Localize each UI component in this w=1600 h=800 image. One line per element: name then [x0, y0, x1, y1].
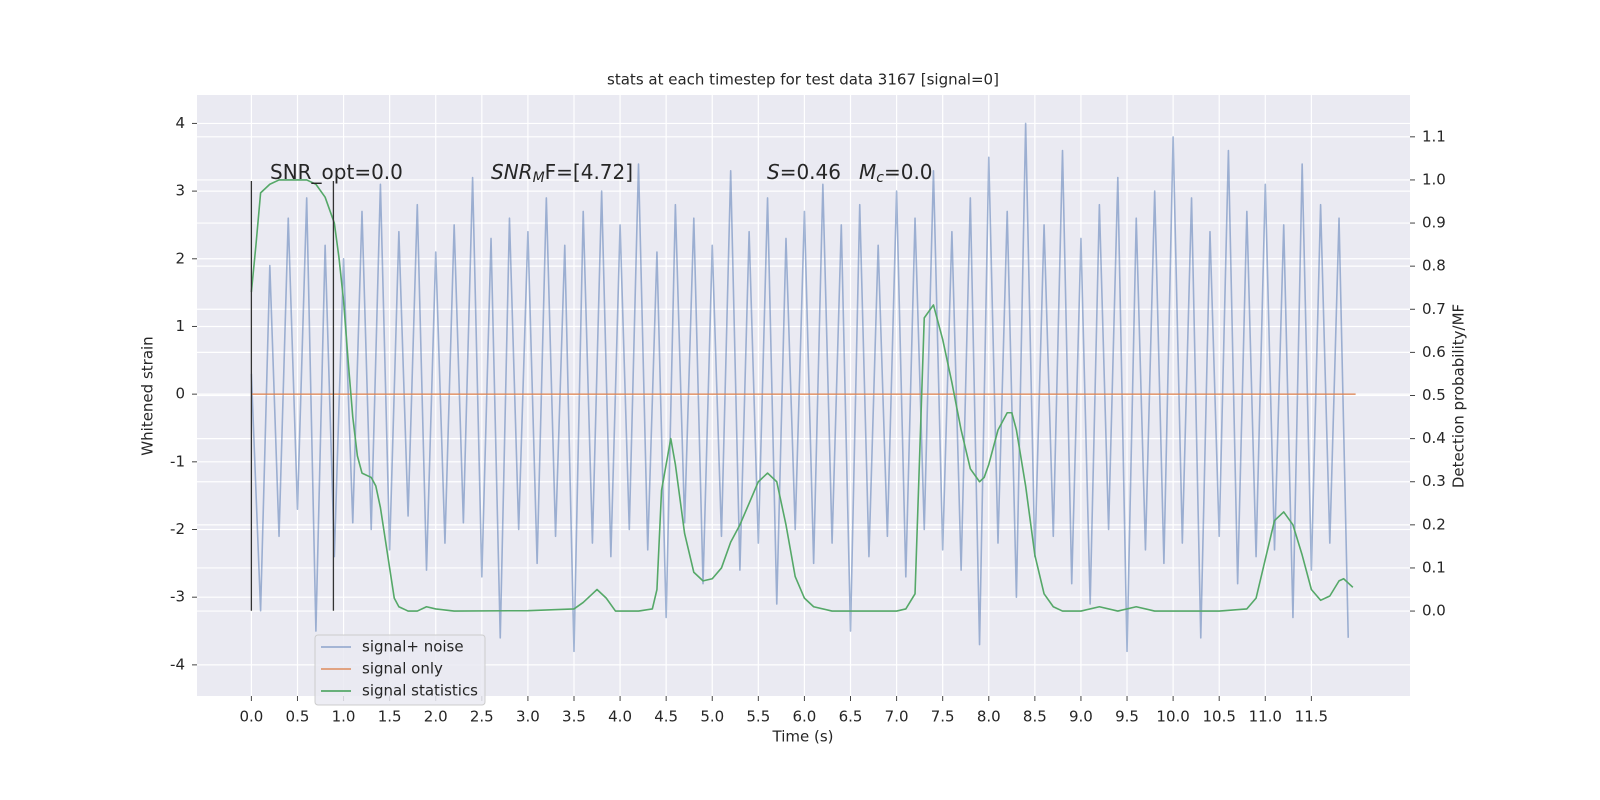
- x-tick-label: 7.0: [885, 708, 909, 726]
- annotation-part: M: [859, 160, 876, 184]
- x-tick-label: 4.5: [654, 708, 678, 726]
- y-tick-label: 4: [175, 114, 185, 132]
- x-tick-label: 1.5: [378, 708, 402, 726]
- x-tick-label: 8.5: [1023, 708, 1047, 726]
- chart-title: stats at each timestep for test data 316…: [607, 71, 999, 89]
- y2-tick-label: 0.3: [1422, 472, 1446, 490]
- y2-tick-label: 1.1: [1422, 127, 1446, 145]
- y2-tick-label: 0.2: [1422, 515, 1446, 533]
- legend-label: signal only: [362, 660, 443, 678]
- annotation-part: =0.46: [780, 160, 841, 184]
- x-tick-label: 6.0: [792, 708, 816, 726]
- x-tick-label: 8.0: [977, 708, 1001, 726]
- grid: [197, 95, 1410, 696]
- x-tick-label: 5.0: [700, 708, 724, 726]
- y-tick-label: -2: [170, 520, 185, 538]
- y2-tick-label: 0.9: [1422, 214, 1446, 232]
- y2-axis-label: Detection probability/MF: [1450, 304, 1468, 488]
- annotation-part: SNR_opt=0.0: [270, 160, 403, 184]
- x-tick-label: 9.5: [1115, 708, 1139, 726]
- annotation: SNRMF=[4.72]: [491, 160, 633, 187]
- y2-tick-label: 0.0: [1422, 602, 1446, 620]
- y-tick-label: 3: [175, 182, 185, 200]
- y2-tick-label: 0.5: [1422, 386, 1446, 404]
- y2-tick-label: 0.6: [1422, 343, 1446, 361]
- x-tick-label: 4.0: [608, 708, 632, 726]
- legend-box: [314, 634, 486, 706]
- annotation-part: =0.0: [884, 160, 933, 184]
- x-tick-label: 10.5: [1202, 708, 1235, 726]
- annotation: SNR_opt=0.0: [270, 160, 403, 184]
- y2-tick-label: 0.8: [1422, 257, 1446, 275]
- annotation-part: M: [533, 170, 545, 186]
- legend-label: signal statistics: [362, 682, 478, 700]
- y-axis-label: Whitened strain: [139, 336, 157, 455]
- y2-tick-label: 1.0: [1422, 170, 1446, 188]
- annotation-part: S: [767, 160, 780, 184]
- y-tick-label: 0: [175, 385, 185, 403]
- x-tick-label: 2.0: [424, 708, 448, 726]
- x-tick-label: 3.5: [562, 708, 586, 726]
- annotation: Mc=0.0: [859, 160, 933, 187]
- y-tick-label: -1: [170, 452, 185, 470]
- annotation-part: SNR: [491, 160, 533, 184]
- y2-tick-label: 0.4: [1422, 429, 1446, 447]
- annotation-part: c: [876, 170, 884, 186]
- series-line: [250, 179, 1354, 612]
- x-tick-label: 1.0: [332, 708, 356, 726]
- x-tick-label: 0.0: [239, 708, 263, 726]
- y-tick-label: 1: [175, 317, 185, 335]
- x-tick-label: 11.5: [1295, 708, 1328, 726]
- y-tick-label: 2: [175, 249, 185, 267]
- annotation-part: F=[4.72]: [545, 160, 633, 184]
- legend-label: signal+ noise: [362, 638, 464, 656]
- y2-tick-label: 0.7: [1422, 300, 1446, 318]
- x-tick-label: 10.0: [1156, 708, 1189, 726]
- x-tick-label: 7.5: [931, 708, 955, 726]
- x-tick-label: 2.5: [470, 708, 494, 726]
- x-tick-label: 6.5: [839, 708, 863, 726]
- x-tick-label: 5.5: [746, 708, 770, 726]
- series-line: [250, 122, 1350, 653]
- x-tick-label: 9.0: [1069, 708, 1093, 726]
- x-tick-label: 3.0: [516, 708, 540, 726]
- y-tick-label: -3: [170, 588, 185, 606]
- y2-tick-label: 0.1: [1422, 558, 1446, 576]
- x-axis-label: Time (s): [772, 728, 834, 746]
- x-tick-label: 11.0: [1249, 708, 1282, 726]
- y-tick-label: -4: [170, 655, 185, 673]
- annotation: S=0.46: [767, 160, 841, 184]
- x-tick-label: 0.5: [286, 708, 310, 726]
